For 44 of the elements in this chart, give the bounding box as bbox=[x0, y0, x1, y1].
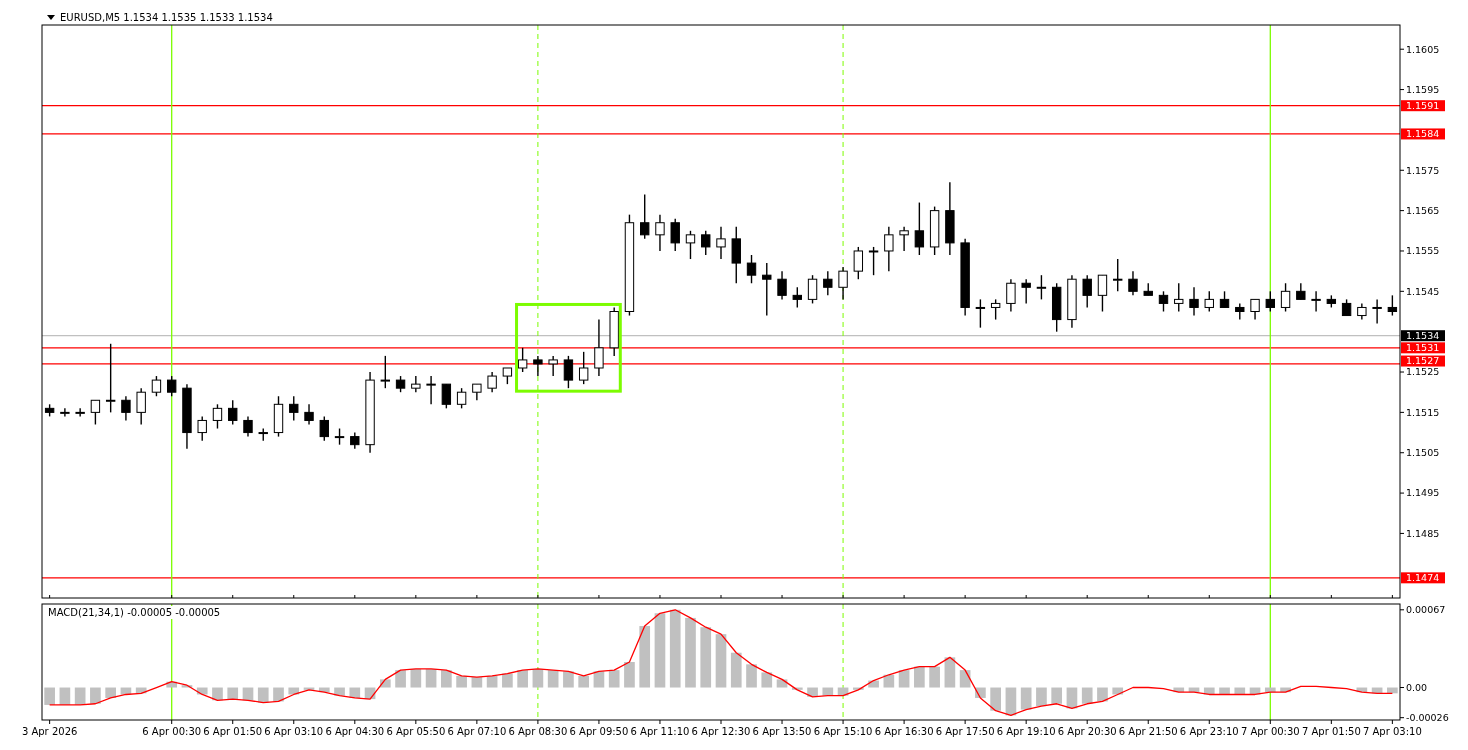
y-tick-label: 0.00 bbox=[1406, 681, 1428, 693]
x-tick-label: 6 Apr 09:50 bbox=[569, 726, 629, 737]
y-tick-label: 0.00067 bbox=[1406, 604, 1446, 616]
chart-title: MACD(21,34,1) -0.00005 -0.00005 bbox=[48, 607, 221, 618]
chart-title: EURUSD,M5 1.1534 1.1535 1.1533 1.1534 bbox=[60, 12, 273, 23]
ref-line-label: 1.1531 bbox=[1406, 342, 1440, 354]
x-tick-label: 7 Apr 03:10 bbox=[1362, 726, 1422, 737]
ref-line-label: 1.1527 bbox=[1406, 355, 1440, 367]
x-tick-label: 6 Apr 13:50 bbox=[752, 726, 812, 737]
x-tick-label: 6 Apr 16:30 bbox=[874, 726, 934, 737]
x-tick-label: 6 Apr 03:10 bbox=[264, 726, 324, 737]
y-tick-label: 1.1555 bbox=[1406, 245, 1440, 257]
x-tick-label: 7 Apr 00:30 bbox=[1240, 726, 1300, 737]
y-tick-label: 1.1505 bbox=[1406, 447, 1440, 459]
y-tick-label: 1.1575 bbox=[1406, 164, 1440, 176]
x-tick-label: 3 Apr 2026 bbox=[21, 726, 78, 737]
y-tick-label: 1.1605 bbox=[1406, 43, 1440, 55]
ref-line-label: 1.1474 bbox=[1406, 572, 1440, 584]
ref-line-label: 1.1584 bbox=[1406, 128, 1440, 140]
x-tick-label: 6 Apr 08:30 bbox=[508, 726, 568, 737]
y-tick-label: 1.1565 bbox=[1406, 204, 1440, 216]
ref-line-label: 1.1534 bbox=[1406, 330, 1440, 342]
x-tick-label: 6 Apr 07:10 bbox=[447, 726, 507, 737]
x-tick-label: 6 Apr 15:10 bbox=[813, 726, 873, 737]
x-tick-label: 6 Apr 17:50 bbox=[935, 726, 995, 737]
x-tick-label: 6 Apr 01:50 bbox=[203, 726, 263, 737]
x-tick-label: 6 Apr 19:10 bbox=[996, 726, 1056, 737]
x-tick-label: 6 Apr 23:10 bbox=[1179, 726, 1239, 737]
y-tick-label: 1.1525 bbox=[1406, 366, 1440, 378]
y-tick-label: 1.1485 bbox=[1406, 527, 1440, 539]
x-tick-label: 6 Apr 12:30 bbox=[691, 726, 751, 737]
x-tick-label: 6 Apr 21:50 bbox=[1118, 726, 1178, 737]
x-tick-label: 6 Apr 05:50 bbox=[386, 726, 446, 737]
y-tick-label: 1.1495 bbox=[1406, 487, 1440, 499]
ref-line-label: 1.1591 bbox=[1406, 100, 1440, 112]
y-tick-label: 1.1545 bbox=[1406, 285, 1440, 297]
y-tick-label: 1.1515 bbox=[1406, 406, 1440, 418]
y-tick-label: 1.1595 bbox=[1406, 83, 1440, 95]
x-tick-label: 6 Apr 11:10 bbox=[630, 726, 690, 737]
y-tick-label: -0.00026 bbox=[1406, 712, 1449, 724]
x-tick-label: 6 Apr 00:30 bbox=[142, 726, 202, 737]
x-tick-label: 6 Apr 20:30 bbox=[1057, 726, 1117, 737]
x-tick-label: 6 Apr 04:30 bbox=[325, 726, 385, 737]
x-tick-label: 7 Apr 01:50 bbox=[1301, 726, 1361, 737]
